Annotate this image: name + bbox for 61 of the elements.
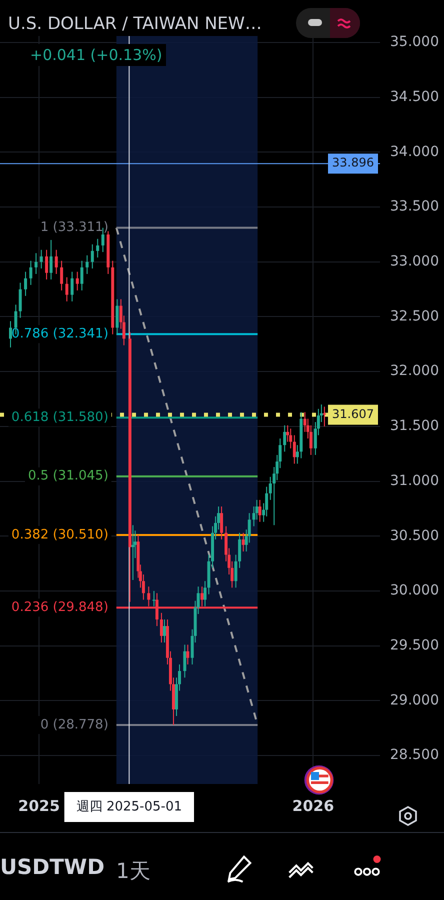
candlestick <box>29 260 32 286</box>
ref-line-label: 週四 2025-05-01 <box>76 799 182 814</box>
y-tick-label: 30.000 <box>390 582 439 599</box>
candlestick <box>76 271 79 291</box>
x-tick-label: 2025 <box>18 796 60 815</box>
y-tick-label: 32.000 <box>390 363 439 380</box>
candlestick <box>242 532 245 552</box>
candlestick <box>9 320 12 348</box>
candlestick <box>34 252 38 274</box>
candlestick <box>60 260 64 291</box>
y-tick-label: 34.000 <box>390 144 439 160</box>
candlestick <box>70 271 74 302</box>
series-label: 0.618 (31.580) <box>11 410 108 426</box>
y-tick-label: 29.000 <box>390 692 439 708</box>
candlestick <box>45 249 48 280</box>
series-label: 0 (28.778) <box>40 717 108 732</box>
candlestick <box>116 298 119 335</box>
text: USDTWD <box>0 855 105 879</box>
candlestick <box>24 271 28 296</box>
y-tick-label: 33.500 <box>390 198 439 215</box>
text: +0.041 (+0.13%) <box>26 44 166 66</box>
candlestick <box>152 590 156 607</box>
series-label: 0.382 (30.510) <box>11 527 108 542</box>
y-tick-label: 35.000 <box>390 34 439 50</box>
y-tick-label: 31.500 <box>390 418 439 434</box>
candlestick <box>54 249 58 274</box>
candlestick <box>65 276 68 302</box>
candlestick <box>162 618 166 644</box>
candlestick <box>292 434 296 464</box>
candlestick <box>40 249 43 269</box>
series-label: 0.786 (32.341) <box>11 326 108 342</box>
candlestick <box>220 506 224 540</box>
y-tick-label: 28.500 <box>390 747 439 764</box>
ref-line-label: 31.607 <box>332 406 374 421</box>
series-label: 1 (33.311) <box>40 220 108 236</box>
text: 1天 <box>116 858 150 885</box>
candlestick <box>186 644 190 665</box>
y-tick-label: 33.000 <box>390 254 439 270</box>
candlestick <box>131 524 134 580</box>
candlestick <box>183 644 186 678</box>
candlestick <box>283 424 286 452</box>
chart-title: U.S. DOLLAR / TAIWAN NEW… <box>4 12 266 36</box>
candlestick <box>96 238 100 258</box>
series-label: 0.236 (29.848) <box>11 600 108 615</box>
candlestick <box>90 244 94 269</box>
y-tick-label: 29.500 <box>390 637 439 654</box>
candlestick <box>80 260 84 291</box>
candlestick <box>289 428 292 449</box>
ref-line-label: 33.896 <box>332 156 374 170</box>
candlestick <box>86 254 89 274</box>
series-label: 0.5 (31.045) <box>28 468 108 484</box>
y-tick-label: 32.500 <box>390 308 439 324</box>
candlestick <box>160 612 163 644</box>
y-tick-label: 31.000 <box>390 472 439 489</box>
candlestick <box>204 580 207 607</box>
y-tick-label: 30.500 <box>390 528 439 544</box>
candlestick <box>18 282 22 318</box>
y-tick-label: 34.500 <box>390 89 439 106</box>
x-tick-label: 2026 <box>292 796 334 815</box>
candlestick <box>50 239 53 280</box>
candlestick <box>258 499 262 522</box>
